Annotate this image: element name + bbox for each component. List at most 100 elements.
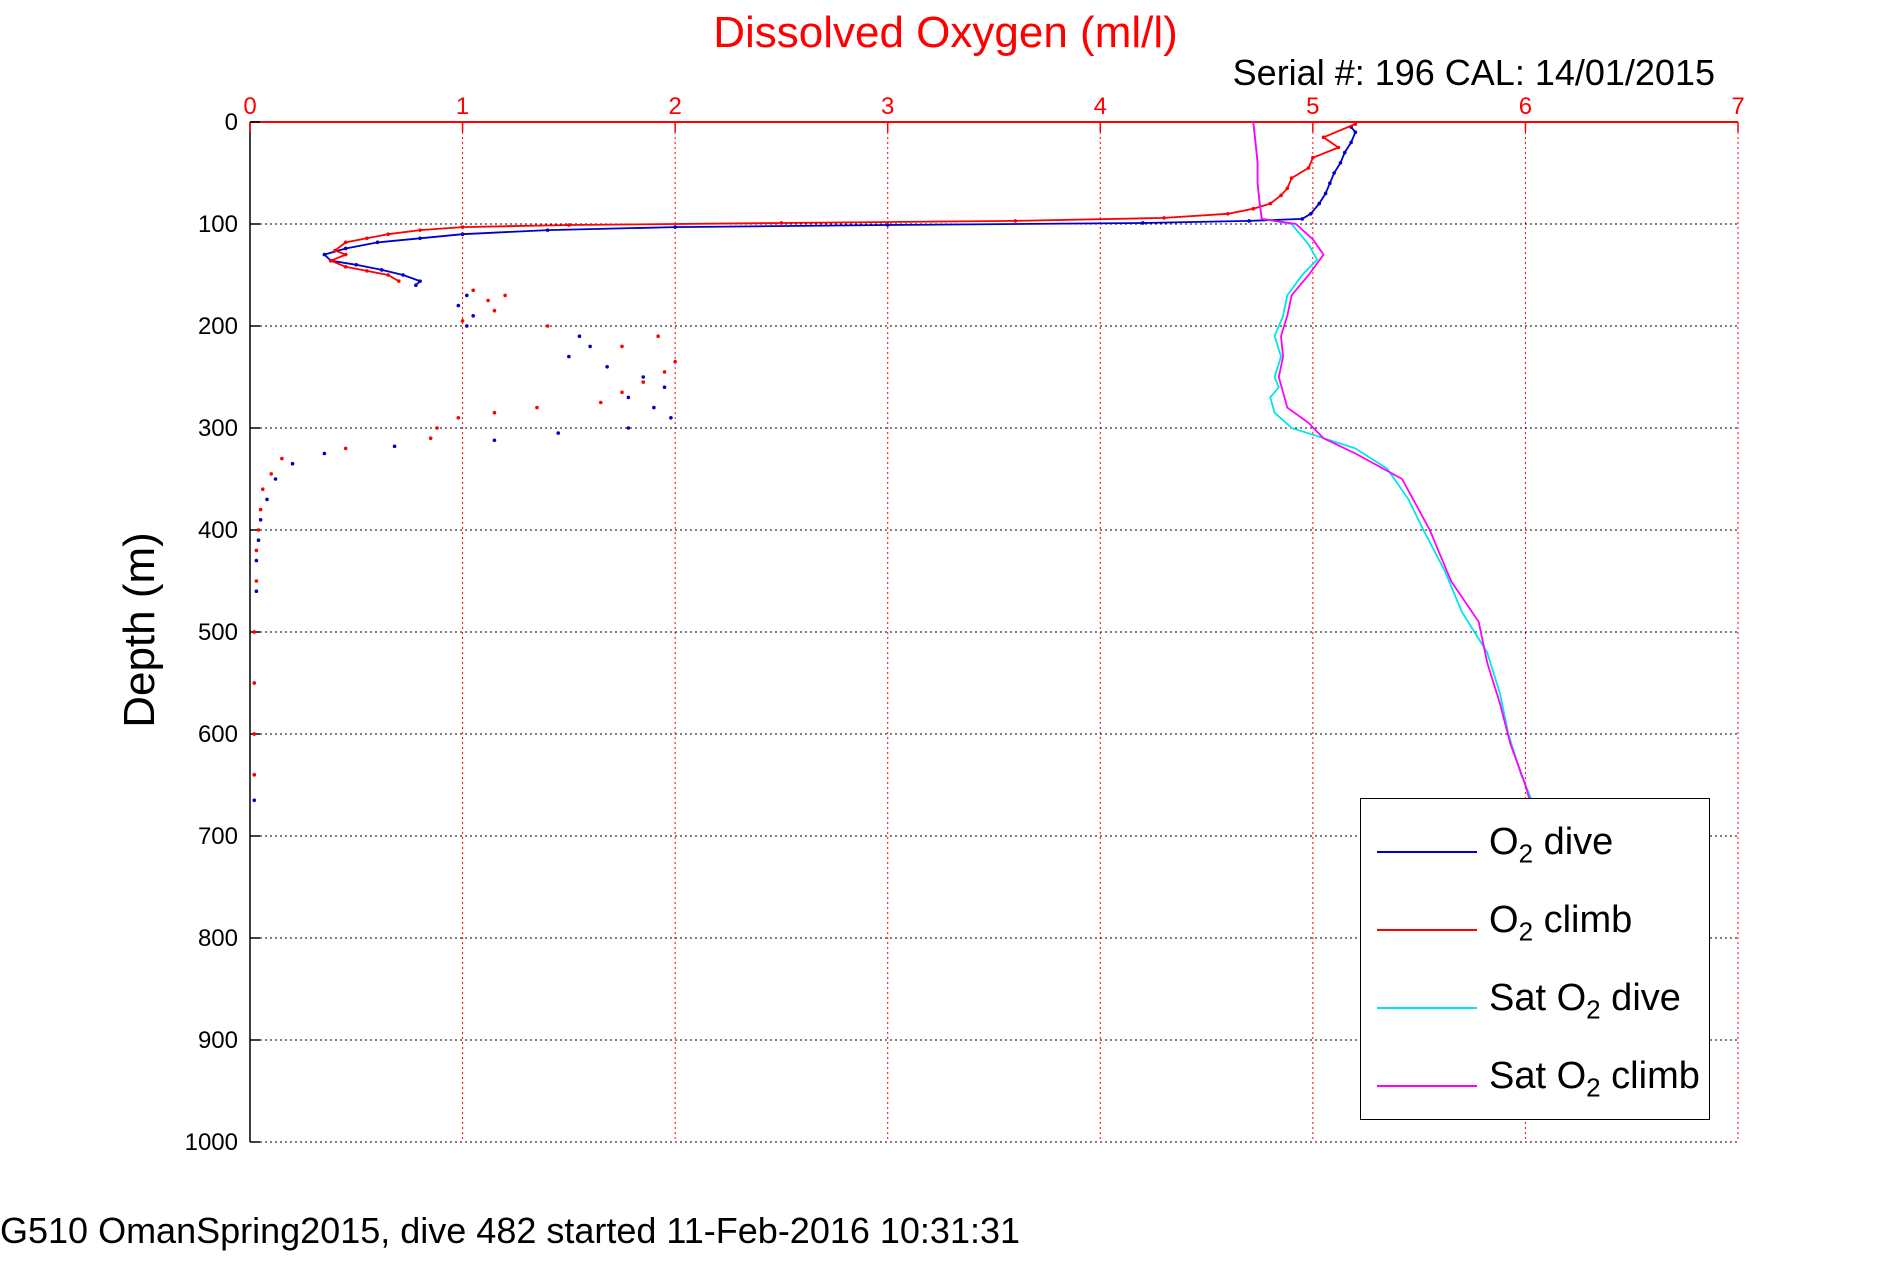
y-tick-label: 1000 bbox=[185, 1129, 238, 1156]
data-point-o2-dive bbox=[471, 314, 476, 318]
data-point-o2-climb bbox=[1013, 219, 1018, 223]
data-point-o2-climb bbox=[256, 528, 261, 532]
data-point-o2-dive bbox=[1323, 191, 1328, 196]
data-point-o2-dive bbox=[1328, 181, 1332, 185]
data-point-o2-climb bbox=[620, 344, 624, 349]
data-point-o2-dive bbox=[254, 558, 259, 563]
data-point-o2-dive bbox=[258, 518, 263, 522]
data-point-o2-dive bbox=[577, 334, 582, 339]
data-point-o2-climb bbox=[1226, 212, 1230, 216]
data-point-o2-climb bbox=[386, 232, 390, 236]
data-point-o2-climb bbox=[386, 273, 390, 277]
data-point-o2-dive bbox=[290, 461, 295, 466]
data-point-o2-dive bbox=[465, 324, 469, 328]
y-tick-label: 900 bbox=[198, 1027, 238, 1054]
legend-label-sat-o2-dive: Sat O2 dive bbox=[1489, 977, 1681, 1025]
data-point-o2-climb bbox=[435, 426, 439, 430]
data-point-o2-climb bbox=[1336, 145, 1341, 150]
data-point-o2-dive bbox=[354, 263, 359, 267]
data-point-o2-dive bbox=[588, 344, 592, 349]
data-point-o2-climb bbox=[418, 228, 422, 232]
data-point-o2-dive bbox=[1317, 201, 1322, 206]
data-point-o2-dive bbox=[1247, 219, 1251, 223]
data-point-o2-dive bbox=[885, 223, 890, 227]
data-point-o2-climb bbox=[1353, 122, 1358, 126]
legend: O2 dive O2 climb Sat O2 dive Sat O2 clim… bbox=[1360, 798, 1710, 1120]
data-point-o2-climb bbox=[328, 258, 333, 263]
data-point-o2-dive bbox=[567, 354, 571, 359]
data-point-o2-dive bbox=[322, 451, 327, 456]
data-point-o2-climb bbox=[535, 405, 539, 410]
legend-label-o2-climb: O2 climb bbox=[1489, 899, 1633, 947]
data-point-o2-climb bbox=[460, 319, 465, 323]
x-tick-label: 2 bbox=[668, 93, 681, 120]
data-point-o2-climb bbox=[1162, 216, 1166, 220]
data-point-o2-dive bbox=[418, 279, 422, 283]
data-point-o2-dive bbox=[256, 538, 261, 542]
data-point-o2-climb bbox=[620, 390, 624, 395]
data-point-o2-dive bbox=[605, 365, 609, 369]
data-point-o2-dive bbox=[465, 293, 469, 298]
y-tick-label: 400 bbox=[198, 517, 238, 544]
data-point-o2-climb bbox=[252, 773, 257, 777]
data-point-o2-climb bbox=[365, 269, 369, 273]
data-point-o2-climb bbox=[460, 225, 465, 229]
data-point-o2-climb bbox=[343, 252, 348, 257]
data-point-o2-dive bbox=[1308, 212, 1313, 216]
data-point-o2-climb bbox=[567, 223, 571, 227]
data-point-o2-climb bbox=[598, 400, 603, 405]
data-point-o2-climb bbox=[656, 334, 660, 339]
data-point-o2-dive bbox=[322, 252, 327, 257]
x-tick-label: 7 bbox=[1731, 93, 1744, 120]
legend-item-sat-o2-climb: Sat O2 climb bbox=[1361, 1045, 1709, 1105]
series-line-sat-o2-climb bbox=[1252, 121, 1531, 801]
data-point-o2-climb bbox=[1306, 166, 1311, 170]
data-point-o2-climb bbox=[252, 732, 257, 736]
x-tick-label: 6 bbox=[1519, 93, 1532, 120]
data-point-o2-dive bbox=[1141, 221, 1145, 225]
legend-label-sat-o2-climb: Sat O2 climb bbox=[1489, 1055, 1700, 1103]
data-point-o2-climb bbox=[397, 279, 401, 283]
chart-title: Dissolved Oxygen (ml/l) bbox=[713, 8, 1178, 57]
data-point-o2-dive bbox=[1332, 171, 1336, 175]
data-point-o2-dive bbox=[652, 405, 656, 410]
data-point-o2-climb bbox=[252, 681, 257, 685]
y-tick-label: 0 bbox=[225, 109, 238, 136]
y-tick-label: 200 bbox=[198, 313, 238, 340]
legend-swatch-sat-o2-dive bbox=[1377, 1007, 1477, 1009]
legend-item-o2-climb: O2 climb bbox=[1361, 889, 1709, 949]
x-tick-label: 3 bbox=[881, 93, 894, 120]
data-point-o2-dive bbox=[626, 395, 631, 400]
series-line-o2-climb bbox=[328, 123, 1356, 282]
x-tick-label: 0 bbox=[243, 93, 256, 120]
legend-swatch-o2-dive bbox=[1377, 851, 1477, 853]
data-point-o2-dive bbox=[375, 240, 380, 245]
data-point-o2-climb bbox=[269, 472, 274, 476]
data-point-o2-dive bbox=[1300, 217, 1305, 221]
data-point-o2-climb bbox=[428, 436, 433, 441]
data-point-o2-dive bbox=[379, 268, 384, 272]
data-point-o2-climb bbox=[492, 410, 497, 415]
data-point-o2-climb bbox=[365, 236, 369, 241]
data-point-o2-climb bbox=[258, 507, 263, 512]
data-point-o2-dive bbox=[1338, 161, 1343, 165]
x-tick-label: 5 bbox=[1306, 93, 1319, 120]
data-point-o2-climb bbox=[1289, 176, 1294, 180]
data-point-o2-dive bbox=[265, 497, 269, 502]
series-line-o2-dive bbox=[322, 126, 1357, 286]
legend-swatch-sat-o2-climb bbox=[1377, 1085, 1477, 1087]
data-point-o2-dive bbox=[252, 798, 257, 803]
data-point-o2-dive bbox=[669, 416, 673, 420]
data-point-o2-dive bbox=[392, 444, 397, 449]
data-point-o2-climb bbox=[254, 579, 259, 583]
data-point-o2-climb bbox=[1321, 135, 1326, 140]
data-point-o2-dive bbox=[1342, 150, 1347, 155]
data-point-o2-dive bbox=[673, 225, 677, 229]
data-point-o2-climb bbox=[471, 288, 476, 293]
data-point-o2-dive bbox=[545, 228, 550, 232]
data-point-o2-dive bbox=[456, 303, 461, 308]
x-tick-label: 4 bbox=[1094, 93, 1107, 120]
data-point-o2-climb bbox=[252, 630, 257, 634]
data-point-o2-dive bbox=[1353, 130, 1358, 134]
